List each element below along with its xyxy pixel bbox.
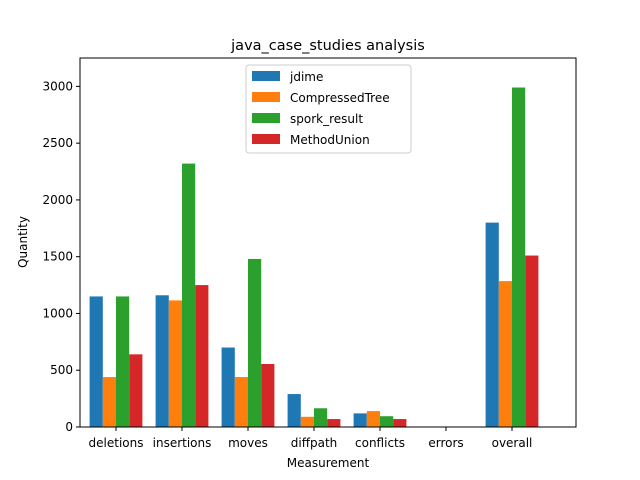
bar-jdime-moves: [221, 347, 235, 427]
plot-frame: [79, 57, 577, 428]
x-axis-label: Measurement: [287, 456, 370, 470]
bar-jdime-insertions: [155, 295, 169, 427]
legend-label-CompressedTree: CompressedTree: [290, 91, 390, 105]
x-tick-label-deletions: deletions: [89, 436, 144, 450]
bar-spork_result-overall: [512, 87, 526, 428]
y-tick-label: 2500: [42, 136, 73, 150]
bar-spork_result-insertions: [182, 163, 196, 428]
y-tick-label: 3000: [42, 79, 73, 93]
bar-MethodUnion-moves: [261, 363, 275, 427]
bar-spork_result-diffpath: [314, 408, 328, 427]
bar-CompressedTree-deletions: [102, 377, 116, 427]
y-axis-label: Quantity: [16, 216, 30, 268]
bar-jdime-diffpath: [287, 394, 301, 427]
y-tick-label: 1500: [42, 250, 73, 264]
x-tick-label-conflicts: conflicts: [355, 436, 405, 450]
legend-swatch-jdime: [252, 71, 280, 81]
bar-MethodUnion-diffpath: [327, 419, 341, 427]
legend: jdime CompressedTree spork_result MethodUni…: [245, 64, 412, 154]
bar-CompressedTree-insertions: [168, 300, 182, 427]
x-tick-label-overall: overall: [492, 436, 533, 450]
y-tick-label: 500: [50, 363, 73, 377]
x-tick-label-insertions: insertions: [153, 436, 212, 450]
y-tick-label: 0: [65, 420, 73, 434]
bar-MethodUnion-insertions: [195, 285, 209, 427]
bar-MethodUnion-conflicts: [393, 419, 407, 427]
bar-CompressedTree-moves: [234, 377, 248, 427]
y-tick-label: 1000: [42, 306, 73, 320]
legend-label-MethodUnion: MethodUnion: [290, 133, 370, 147]
legend-swatch-CompressedTree: [252, 92, 280, 102]
x-tick-label-moves: moves: [228, 436, 268, 450]
legend-frame: [245, 64, 412, 154]
x-tick-label-errors: errors: [428, 436, 463, 450]
bar-spork_result-moves: [248, 258, 262, 427]
x-axis: deletions insertions moves diffpath conflict…: [89, 427, 533, 450]
bar-jdime-deletions: [89, 296, 103, 427]
chart-title: java_case_studies analysis: [230, 38, 425, 54]
y-axis: 0 500 1000 1500 2000 2500 3000: [42, 79, 80, 434]
bar-CompressedTree-overall: [498, 281, 512, 427]
bar-MethodUnion-overall: [525, 255, 539, 427]
y-tick-label: 2000: [42, 193, 73, 207]
legend-swatch-MethodUnion: [252, 134, 280, 144]
bars-group: [89, 87, 539, 428]
bar-MethodUnion-deletions: [129, 354, 143, 427]
bar-CompressedTree-conflicts: [366, 411, 380, 427]
bar-CompressedTree-diffpath: [300, 416, 314, 427]
bar-jdime-conflicts: [353, 413, 367, 427]
x-tick-label-diffpath: diffpath: [291, 436, 338, 450]
bar-spork_result-conflicts: [380, 416, 394, 427]
bar-spork_result-deletions: [116, 296, 130, 427]
bar-jdime-overall: [485, 222, 499, 427]
legend-label-spork_result: spork_result: [290, 112, 363, 126]
legend-swatch-spork_result: [252, 113, 280, 123]
legend-label-jdime: jdime: [289, 70, 323, 84]
